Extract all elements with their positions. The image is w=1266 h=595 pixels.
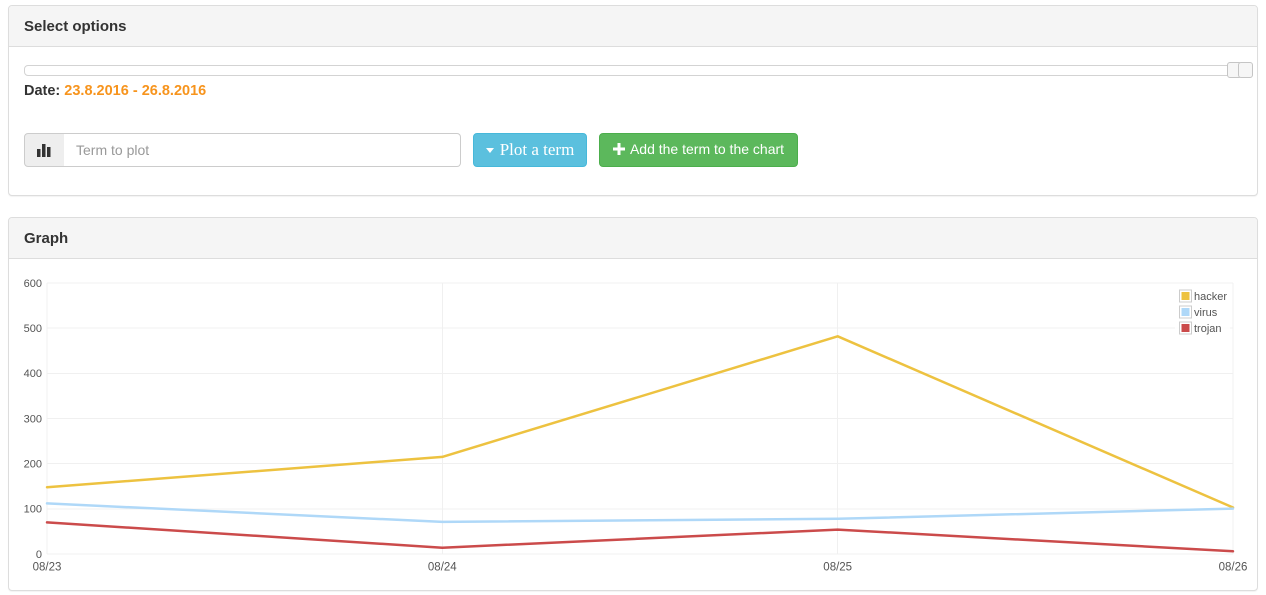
svg-text:100: 100 — [24, 504, 42, 516]
svg-text:500: 500 — [24, 323, 42, 335]
svg-text:0: 0 — [36, 549, 42, 561]
svg-text:virus: virus — [1194, 307, 1218, 319]
svg-text:08/26: 08/26 — [1219, 562, 1248, 574]
svg-text:08/24: 08/24 — [428, 562, 457, 574]
svg-text:hacker: hacker — [1194, 291, 1227, 303]
svg-text:600: 600 — [24, 278, 42, 290]
svg-text:300: 300 — [24, 413, 42, 425]
svg-text:08/25: 08/25 — [823, 562, 852, 574]
svg-text:200: 200 — [24, 459, 42, 471]
svg-text:trojan: trojan — [1194, 323, 1222, 335]
svg-text:400: 400 — [24, 368, 42, 380]
svg-text:08/23: 08/23 — [33, 562, 62, 574]
